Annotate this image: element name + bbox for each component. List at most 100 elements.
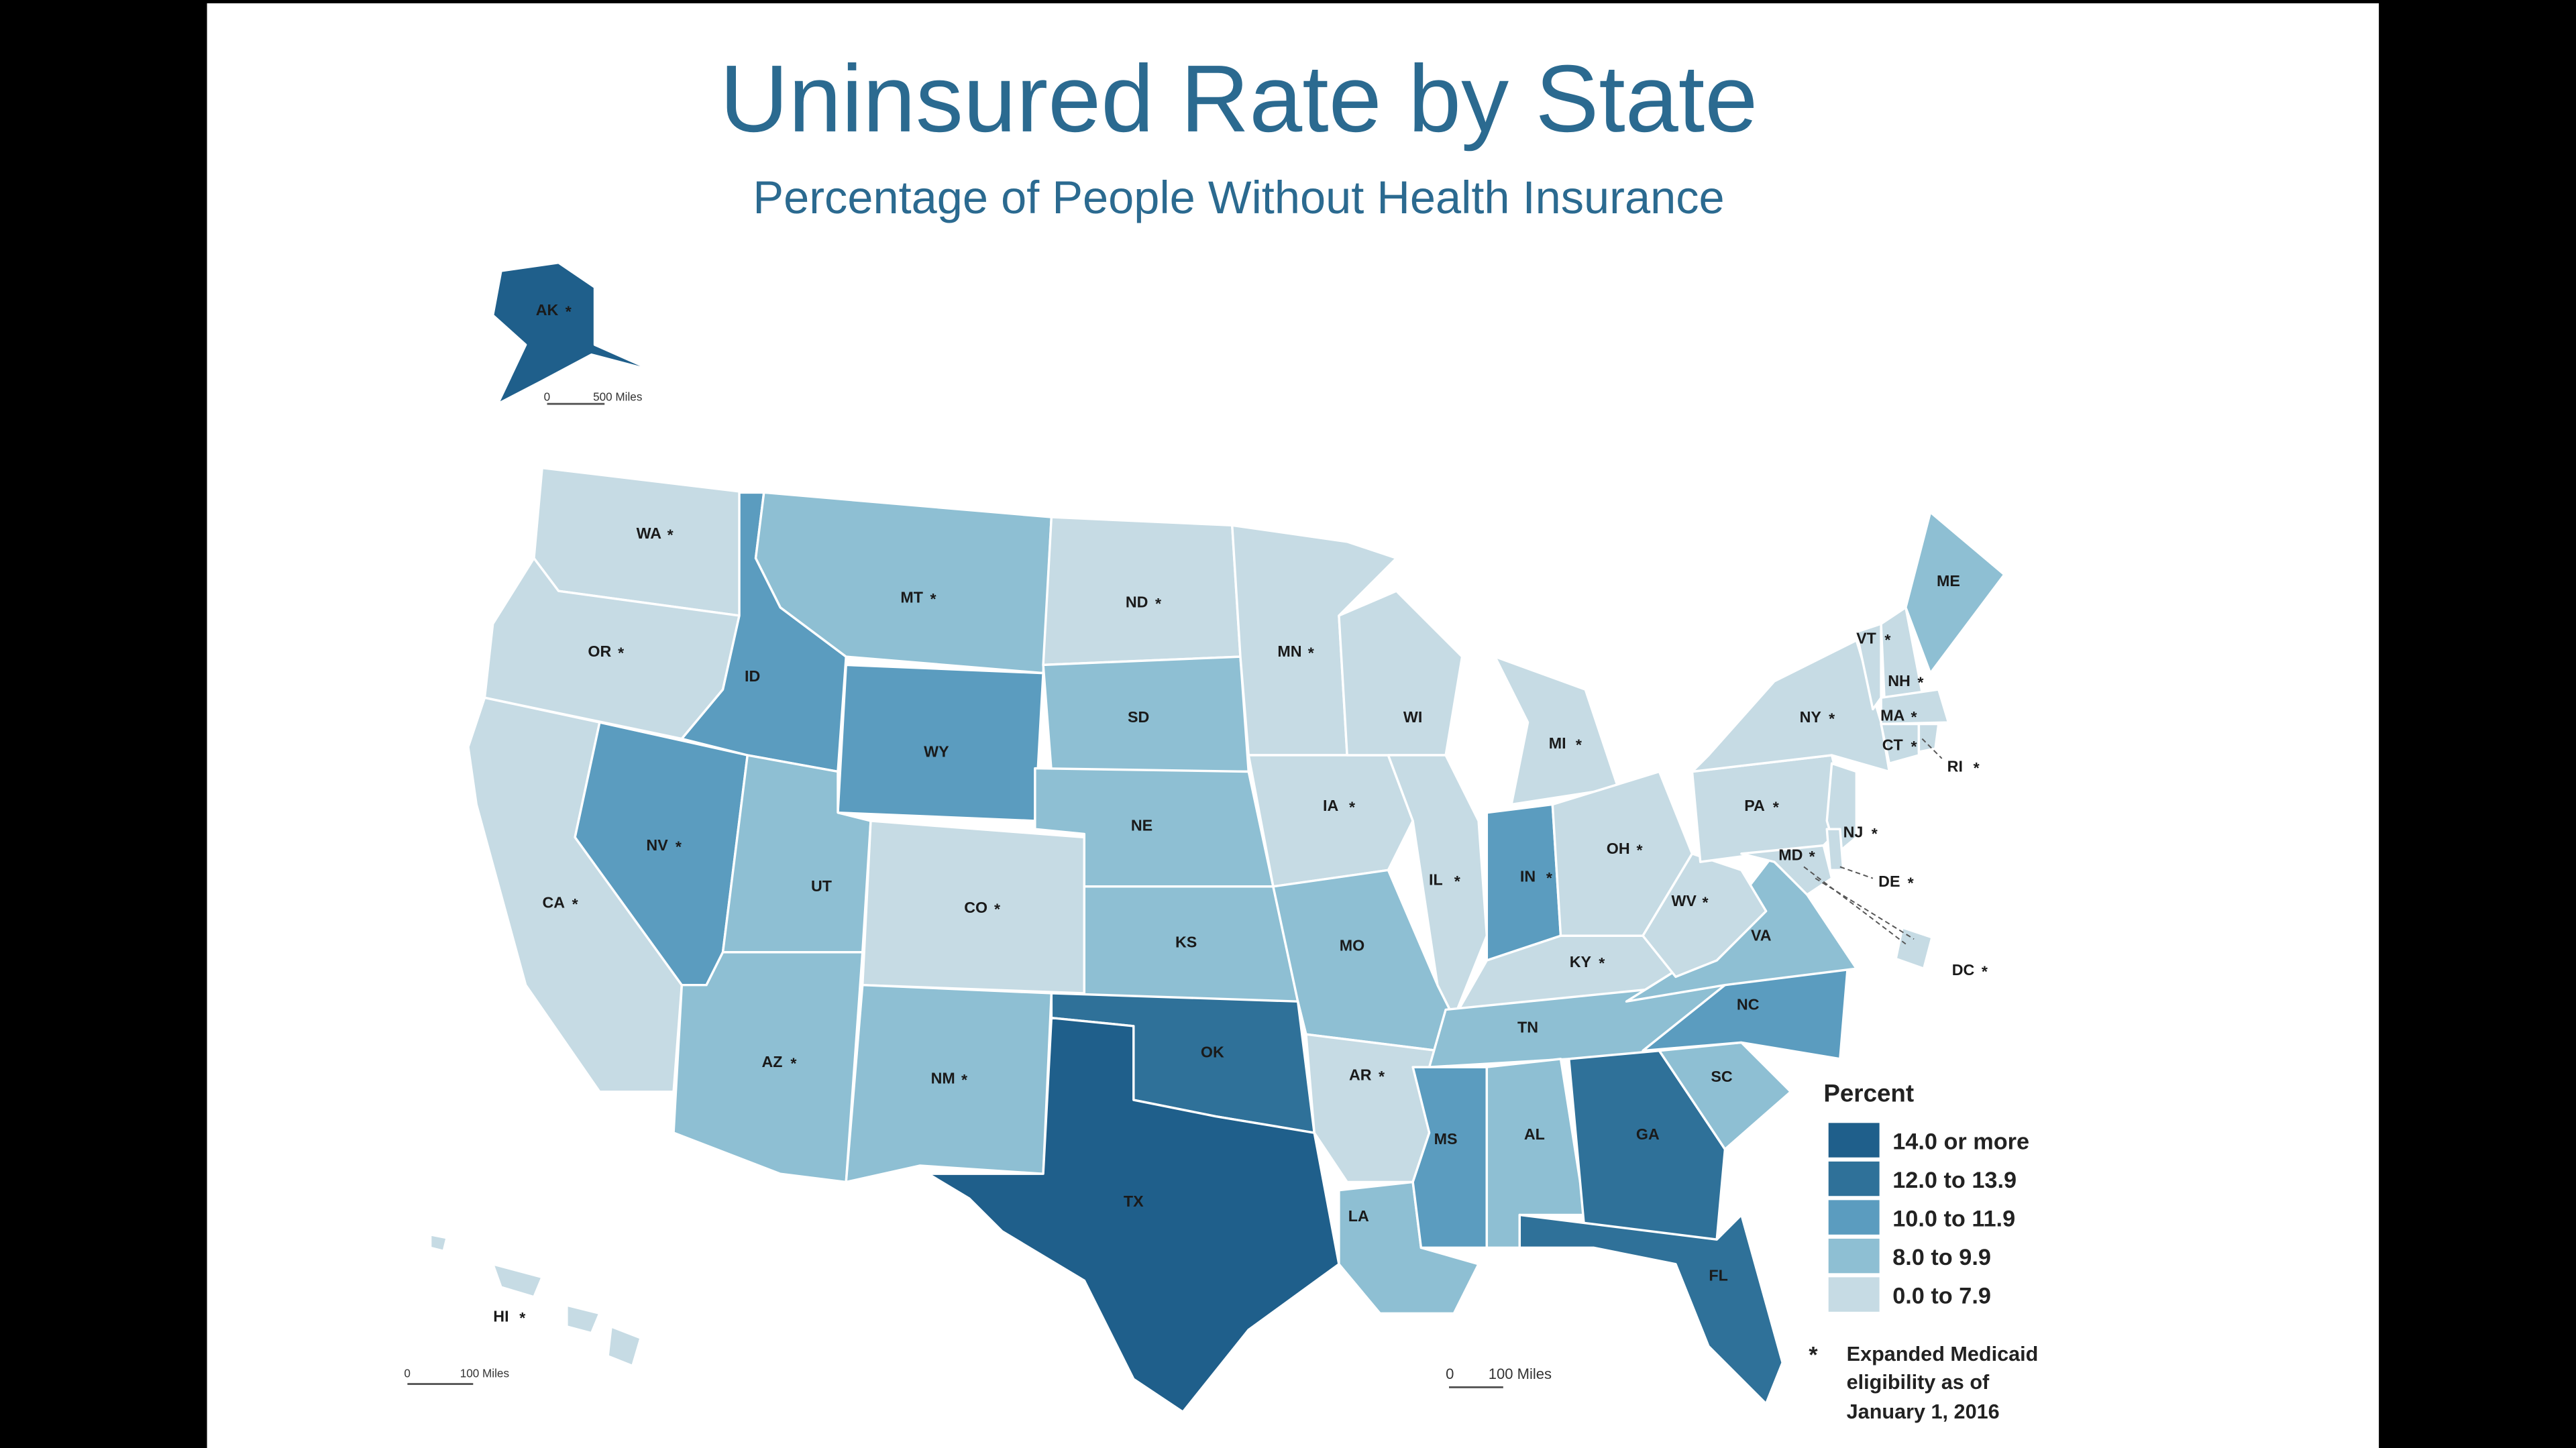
state-label-ms: MS xyxy=(1434,1130,1458,1148)
state-label-nv: NV xyxy=(646,836,668,854)
state-label-ct: CT xyxy=(1882,736,1903,754)
map-title: Uninsured Rate by State xyxy=(720,46,1758,152)
medicaid-note-line-2: eligibility as of xyxy=(1847,1371,1990,1394)
state-ak[interactable] xyxy=(491,261,655,405)
medicaid-note-line-3: January 1, 2016 xyxy=(1847,1400,2000,1423)
states-layer xyxy=(429,261,2006,1413)
medicaid-asterisk-il: * xyxy=(1454,873,1461,890)
state-label-nc: NC xyxy=(1737,995,1760,1013)
state-label-ny: NY xyxy=(1800,708,1822,726)
map-subtitle: Percentage of People Without Health Insu… xyxy=(753,172,1724,223)
medicaid-asterisk-or: * xyxy=(618,645,625,662)
legend-swatch xyxy=(1828,1123,1880,1158)
state-label-md: MD xyxy=(1778,846,1803,864)
state-nm[interactable] xyxy=(845,983,1053,1184)
state-label-mi: MI xyxy=(1549,734,1566,752)
state-wv[interactable] xyxy=(1642,852,1768,979)
medicaid-asterisk-ct: * xyxy=(1911,738,1918,755)
state-label-wi: WI xyxy=(1403,708,1422,726)
state-ms[interactable] xyxy=(1411,1066,1489,1249)
state-ia[interactable] xyxy=(1247,754,1414,888)
medicaid-asterisk-pa: * xyxy=(1773,799,1780,816)
state-ri[interactable] xyxy=(1917,722,1940,753)
state-label-ut: UT xyxy=(811,877,832,895)
state-label-la: LA xyxy=(1348,1207,1369,1225)
state-mi[interactable] xyxy=(1493,655,1619,806)
state-label-wy: WY xyxy=(924,742,949,760)
svg-text:100 Miles: 100 Miles xyxy=(1489,1366,1552,1382)
svg-text:100 Miles: 100 Miles xyxy=(460,1367,509,1380)
state-labels-layer: AK * WA * OR * CA * NV * ID MT * WY UT CO * AZ * NM * ND * SD NE… xyxy=(493,301,1988,1327)
state-az[interactable] xyxy=(672,951,864,1184)
state-hi[interactable] xyxy=(429,1233,642,1368)
state-label-pa: PA xyxy=(1744,797,1765,814)
state-md[interactable] xyxy=(1740,844,1833,896)
scale-bar-main: 0 100 Miles xyxy=(1446,1366,1552,1388)
medicaid-asterisk-wa: * xyxy=(667,526,674,543)
state-label-or: OR xyxy=(588,643,611,660)
state-nd[interactable] xyxy=(1042,516,1242,667)
medicaid-asterisk-nj: * xyxy=(1872,825,1878,842)
state-label-nm: NM xyxy=(931,1070,955,1087)
state-tx[interactable] xyxy=(926,1016,1340,1413)
state-label-hi: HI xyxy=(493,1308,508,1325)
legend-swatch xyxy=(1828,1161,1880,1196)
state-de[interactable] xyxy=(1825,828,1845,872)
state-label-me: ME xyxy=(1937,572,1960,590)
state-label-ok: OK xyxy=(1201,1043,1224,1060)
svg-text:0: 0 xyxy=(544,390,551,403)
state-label-vt: VT xyxy=(1856,630,1876,647)
state-label-nj: NJ xyxy=(1843,823,1864,840)
state-label-ma: MA xyxy=(1880,707,1904,724)
state-label-ar: AR xyxy=(1349,1066,1372,1084)
state-label-nd: ND xyxy=(1126,594,1148,611)
scale-bar-alaska: 0 500 Miles xyxy=(544,390,642,405)
state-il[interactable] xyxy=(1387,754,1489,1019)
state-ga[interactable] xyxy=(1568,1049,1727,1241)
legend-swatch xyxy=(1828,1277,1880,1312)
medicaid-asterisk-mt: * xyxy=(930,590,936,608)
state-label-mo: MO xyxy=(1340,936,1364,954)
state-label-de: DE xyxy=(1878,873,1900,890)
medicaid-asterisk-ca: * xyxy=(572,895,579,913)
state-label-wa: WA xyxy=(637,524,662,542)
medicaid-asterisk-co: * xyxy=(994,900,1001,917)
state-nc[interactable] xyxy=(1642,959,1849,1060)
medicaid-asterisk-nv: * xyxy=(676,838,682,855)
svg-text:500 Miles: 500 Miles xyxy=(593,390,642,403)
state-label-ia: IA xyxy=(1323,797,1338,814)
state-label-mn: MN xyxy=(1277,643,1301,660)
state-label-il: IL xyxy=(1429,871,1443,888)
medicaid-asterisk-ny: * xyxy=(1829,710,1835,728)
state-label-nh: NH xyxy=(1888,672,1911,689)
state-label-va: VA xyxy=(1751,927,1772,944)
medicaid-asterisk-oh: * xyxy=(1637,841,1644,858)
state-label-sc: SC xyxy=(1711,1068,1733,1085)
legend-label: 0.0 to 7.9 xyxy=(1892,1284,1991,1309)
medicaid-note-symbol: * xyxy=(1809,1343,1818,1368)
state-dc[interactable] xyxy=(1894,926,1933,970)
state-label-fl: FL xyxy=(1709,1266,1727,1284)
state-label-sd: SD xyxy=(1128,708,1149,726)
svg-text:0: 0 xyxy=(404,1367,411,1380)
medicaid-note-line-1: Expanded Medicaid xyxy=(1847,1343,2039,1366)
state-label-ne: NE xyxy=(1131,817,1152,834)
state-ct[interactable] xyxy=(1880,722,1921,765)
state-label-ca: CA xyxy=(543,894,566,911)
state-ma[interactable] xyxy=(1880,688,1950,726)
legend-label: 10.0 to 11.9 xyxy=(1892,1207,2015,1232)
state-me[interactable] xyxy=(1904,511,2006,675)
medicaid-asterisk-hi: * xyxy=(519,1309,526,1327)
state-label-oh: OH xyxy=(1607,840,1630,857)
state-label-id: ID xyxy=(745,667,760,685)
state-fl[interactable] xyxy=(1518,1213,1784,1405)
medicaid-asterisk-dc: * xyxy=(1982,962,1988,980)
state-label-tn: TN xyxy=(1517,1019,1538,1036)
medicaid-asterisk-ar: * xyxy=(1379,1068,1385,1085)
medicaid-asterisk-ma: * xyxy=(1911,708,1918,726)
state-label-co: CO xyxy=(964,899,987,916)
legend-label: 12.0 to 13.9 xyxy=(1892,1168,2017,1193)
state-label-ak: AK xyxy=(536,301,559,319)
medicaid-asterisk-wv: * xyxy=(1703,894,1709,911)
